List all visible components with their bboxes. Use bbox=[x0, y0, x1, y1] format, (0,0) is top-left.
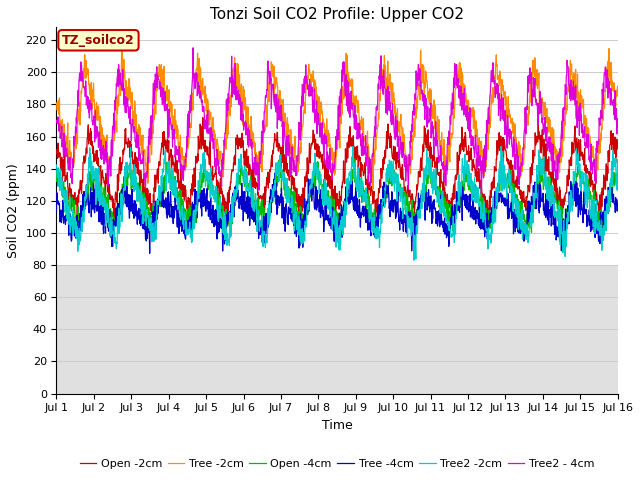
X-axis label: Time: Time bbox=[322, 419, 353, 432]
Tree2 -2cm bbox=[614, 157, 621, 163]
Open -2cm bbox=[372, 199, 380, 205]
Tree2 -2cm bbox=[497, 144, 505, 149]
Line: Tree -4cm: Tree -4cm bbox=[56, 173, 618, 253]
Tree -4cm bbox=[271, 170, 279, 176]
Y-axis label: Soil CO2 (ppm): Soil CO2 (ppm) bbox=[7, 163, 20, 258]
Line: Open -4cm: Open -4cm bbox=[56, 155, 618, 235]
Tree2 -2cm bbox=[119, 204, 127, 210]
Tree -4cm bbox=[614, 200, 621, 206]
Tree2 -2cm bbox=[410, 257, 418, 263]
Open -4cm bbox=[148, 232, 156, 238]
Open -4cm bbox=[313, 171, 321, 177]
Tree -2cm bbox=[302, 76, 310, 82]
Open -4cm bbox=[372, 223, 380, 229]
Tree2 - 4cm bbox=[291, 165, 299, 171]
Tree2 -2cm bbox=[302, 224, 310, 229]
Open -2cm bbox=[199, 115, 207, 120]
Tree -4cm bbox=[372, 219, 380, 225]
Open -4cm bbox=[96, 187, 104, 192]
Open -2cm bbox=[372, 218, 380, 224]
Tree2 -2cm bbox=[312, 165, 320, 170]
Open -2cm bbox=[291, 188, 299, 194]
Open -2cm bbox=[119, 157, 127, 163]
Open -4cm bbox=[277, 152, 285, 157]
Tree -4cm bbox=[119, 185, 127, 191]
Open -2cm bbox=[96, 164, 104, 169]
Tree -2cm bbox=[605, 46, 612, 51]
Tree -2cm bbox=[312, 84, 320, 90]
Tree -2cm bbox=[372, 136, 380, 142]
Tree2 -2cm bbox=[291, 228, 298, 234]
Tree -2cm bbox=[291, 148, 298, 154]
Open -4cm bbox=[119, 196, 127, 202]
Open -4cm bbox=[614, 179, 621, 185]
Open -4cm bbox=[303, 207, 311, 213]
Tree2 - 4cm bbox=[303, 74, 310, 80]
Open -4cm bbox=[52, 169, 60, 175]
Tree2 - 4cm bbox=[189, 45, 197, 51]
Line: Tree2 -2cm: Tree2 -2cm bbox=[56, 146, 618, 260]
Tree -4cm bbox=[96, 218, 104, 224]
Open -4cm bbox=[291, 203, 299, 209]
Open -2cm bbox=[313, 150, 321, 156]
Tree -2cm bbox=[52, 102, 60, 108]
Tree2 - 4cm bbox=[614, 124, 621, 130]
Tree -4cm bbox=[52, 208, 60, 214]
Tree2 -2cm bbox=[52, 162, 60, 168]
Tree -2cm bbox=[96, 136, 104, 142]
Open -2cm bbox=[52, 150, 60, 156]
Legend: Open -2cm, Tree -2cm, Open -4cm, Tree -4cm, Tree2 -2cm, Tree2 - 4cm: Open -2cm, Tree -2cm, Open -4cm, Tree -4… bbox=[76, 454, 598, 473]
Tree2 - 4cm bbox=[52, 118, 60, 124]
Tree2 - 4cm bbox=[477, 191, 485, 197]
Tree2 - 4cm bbox=[313, 98, 321, 104]
Tree -4cm bbox=[146, 251, 154, 256]
Line: Open -2cm: Open -2cm bbox=[56, 118, 618, 221]
Bar bbox=[56, 11, 618, 265]
Tree -4cm bbox=[291, 218, 299, 224]
Line: Tree2 - 4cm: Tree2 - 4cm bbox=[56, 48, 618, 194]
Line: Tree -2cm: Tree -2cm bbox=[56, 48, 618, 189]
Open -2cm bbox=[303, 169, 310, 175]
Tree2 - 4cm bbox=[96, 147, 104, 153]
Tree2 - 4cm bbox=[119, 67, 127, 72]
Tree -4cm bbox=[303, 204, 311, 210]
Tree -2cm bbox=[369, 186, 377, 192]
Tree -2cm bbox=[119, 62, 127, 68]
Text: TZ_soilco2: TZ_soilco2 bbox=[62, 34, 135, 47]
Open -2cm bbox=[614, 138, 621, 144]
Tree2 -2cm bbox=[372, 226, 380, 231]
Tree2 -2cm bbox=[96, 192, 104, 197]
Tree -2cm bbox=[614, 84, 621, 89]
Tree -4cm bbox=[313, 187, 321, 193]
Title: Tonzi Soil CO2 Profile: Upper CO2: Tonzi Soil CO2 Profile: Upper CO2 bbox=[210, 7, 464, 22]
Tree2 - 4cm bbox=[372, 105, 380, 110]
